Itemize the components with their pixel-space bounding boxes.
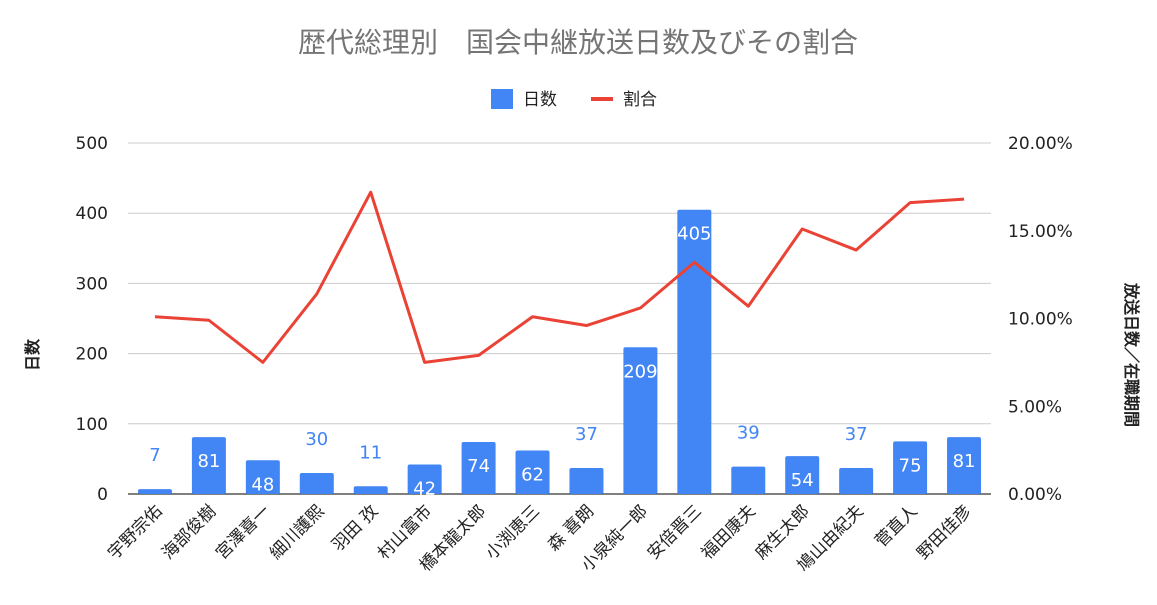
data-labels: 7 81 48 30 11 42 74 62 37 209 405 39 54 37 75 81 <box>149 224 975 500</box>
bar <box>245 460 280 494</box>
y-tick-label: 400 <box>76 204 108 224</box>
data-label: 11 <box>359 442 382 463</box>
y-tick-label: 200 <box>76 345 108 365</box>
data-label: 81 <box>197 451 220 472</box>
bar <box>515 450 550 494</box>
bar <box>893 441 928 494</box>
bar <box>299 472 334 494</box>
chart-title: 歴代総理別 国会中継放送日数及びその割合 <box>298 26 858 59</box>
legend-swatch-days <box>491 89 513 109</box>
bar <box>677 209 712 494</box>
y2-tick-label: 15.00% <box>1008 222 1073 242</box>
data-label: 30 <box>305 429 328 450</box>
bar <box>623 347 658 494</box>
data-label: 48 <box>251 474 274 495</box>
data-label: 75 <box>899 455 922 476</box>
bar <box>191 437 226 494</box>
data-label: 81 <box>953 451 976 472</box>
y2-tick-label: 20.00% <box>1008 134 1073 154</box>
right-axis-label: 放送日数／在職期間 <box>1122 282 1141 427</box>
data-label: 42 <box>413 479 436 500</box>
y2-tick-label: 10.00% <box>1008 310 1073 330</box>
y2-tick-label: 5.00% <box>1008 397 1062 417</box>
category-label: 森 喜朗 <box>544 501 598 555</box>
data-label: 405 <box>677 224 711 245</box>
left-axis-label: 日数 <box>23 338 42 371</box>
bar <box>839 468 874 494</box>
category-label: 福田康夫 <box>698 501 760 563</box>
y-tick-label: 300 <box>76 274 108 294</box>
ratio-line <box>154 190 965 364</box>
bar <box>569 468 604 494</box>
category-label: 宇野宗佑 <box>104 501 166 563</box>
bar <box>785 456 820 494</box>
bar-series <box>137 209 982 494</box>
data-label: 62 <box>521 464 544 485</box>
category-label: 安倍晋三 <box>644 501 706 563</box>
data-label: 37 <box>575 424 598 445</box>
legend: 日数 割合 <box>491 89 657 110</box>
data-label: 39 <box>737 423 760 444</box>
category-label: 野田佳彦 <box>913 501 975 563</box>
data-label: 54 <box>791 470 814 491</box>
legend-swatch-ratio <box>591 97 613 101</box>
line-series <box>154 190 965 364</box>
category-label: 海部俊樹 <box>158 501 220 563</box>
category-label: 宮澤喜一 <box>212 501 274 563</box>
y2-tick-label: 0.00% <box>1008 485 1062 505</box>
y-tick-label: 100 <box>76 415 108 435</box>
bar <box>137 489 172 494</box>
y-tick-label: 500 <box>76 134 108 154</box>
category-label: 菅直人 <box>871 501 921 551</box>
data-label: 74 <box>467 456 490 477</box>
category-labels: 宇野宗佑海部俊樹宮澤喜一細川護熙 羽田 孜村山富市橋本龍太郎小渕恵三森 喜朗小泉純… <box>104 501 975 575</box>
data-label: 7 <box>149 445 160 466</box>
legend-label-ratio: 割合 <box>623 90 657 110</box>
bar <box>353 486 388 494</box>
category-label: 羽田 孜 <box>328 501 382 555</box>
legend-label-days: 日数 <box>523 90 557 110</box>
bar <box>461 442 496 494</box>
left-axis-ticks: 0 100 200 300 400 500 <box>76 134 108 505</box>
category-label: 細川護熙 <box>266 501 328 563</box>
y-tick-label: 0 <box>97 485 108 505</box>
bar <box>731 466 766 494</box>
right-axis-ticks: 0.00% 5.00% 10.00% 15.00% 20.00% <box>1008 134 1073 505</box>
data-label: 209 <box>623 361 657 382</box>
category-label: 小渕恵三 <box>482 501 544 563</box>
bar <box>947 437 982 494</box>
data-label: 37 <box>845 424 868 445</box>
bar <box>407 464 442 494</box>
